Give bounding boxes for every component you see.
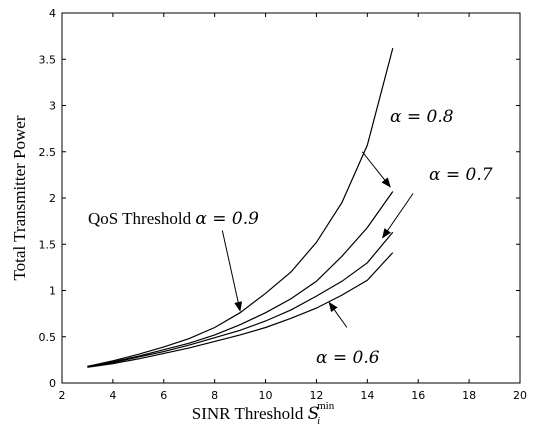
x-tick-label: 8 bbox=[211, 389, 218, 402]
y-tick-label: 1.5 bbox=[39, 238, 57, 251]
x-axis-title-symbol: S bbox=[308, 404, 320, 424]
x-axis-title: SINR Threshold Si min bbox=[192, 400, 335, 427]
x-tick-label: 2 bbox=[59, 389, 66, 402]
series-group bbox=[87, 47, 394, 368]
y-tick-label: 2.5 bbox=[39, 146, 57, 159]
x-tick-label: 18 bbox=[462, 389, 476, 402]
plot-area-border bbox=[61, 12, 521, 384]
x-ticks: 2 4 6 8 10 12 14 16 18 20 bbox=[59, 13, 527, 402]
annotation-arrows bbox=[221, 151, 414, 328]
arrow-alpha-0.6 bbox=[328, 301, 348, 328]
x-tick-label: 20 bbox=[513, 389, 527, 402]
series-line-alpha-0.8 bbox=[87, 191, 394, 367]
x-tick-label: 12 bbox=[309, 389, 323, 402]
x-tick-label: 4 bbox=[109, 389, 116, 402]
x-tick-label: 6 bbox=[160, 389, 167, 402]
y-tick-label: 3 bbox=[49, 100, 56, 113]
annotation-alpha-0.9: QoS Threshold α = 0.9 bbox=[88, 209, 259, 229]
x-axis-title-text: SINR Threshold bbox=[192, 404, 304, 423]
y-tick-label: 4 bbox=[49, 7, 56, 20]
arrow-alpha-0.9 bbox=[221, 230, 243, 312]
x-axis-title-sub: i bbox=[317, 416, 320, 427]
x-tick-label: 10 bbox=[259, 389, 273, 402]
series-line-alpha-0.6 bbox=[87, 252, 394, 368]
plot-frame bbox=[61, 12, 521, 384]
y-tick-label: 1 bbox=[49, 285, 56, 298]
series-line-alpha-0.7 bbox=[87, 231, 394, 367]
y-tick-label: 3.5 bbox=[39, 53, 57, 66]
x-tick-label: 14 bbox=[360, 389, 374, 402]
y-tick-label: 2 bbox=[49, 192, 56, 205]
x-axis-title-sup: min bbox=[317, 400, 335, 412]
y-tick-label: 0.5 bbox=[39, 331, 57, 344]
series-line-alpha-0.9 bbox=[87, 47, 394, 367]
y-tick-label: 0 bbox=[49, 377, 56, 390]
y-ticks: 0 0.5 1 1.5 2 2.5 3 3.5 4 bbox=[39, 7, 520, 390]
annotation-alpha-0.6: α = 0.6 bbox=[316, 348, 380, 368]
annotation-alpha-0.9-text: QoS Threshold bbox=[88, 209, 195, 228]
arrow-alpha-0.7 bbox=[382, 193, 414, 239]
annotation-alpha-0.9-math: α = 0.9 bbox=[195, 209, 259, 229]
annotation-alpha-0.8: α = 0.8 bbox=[390, 107, 454, 127]
x-tick-label: 16 bbox=[411, 389, 425, 402]
arrow-alpha-0.8 bbox=[361, 151, 391, 188]
annotation-alpha-0.7: α = 0.7 bbox=[429, 165, 493, 185]
y-axis-title: Total Transmitter Power bbox=[10, 115, 29, 280]
